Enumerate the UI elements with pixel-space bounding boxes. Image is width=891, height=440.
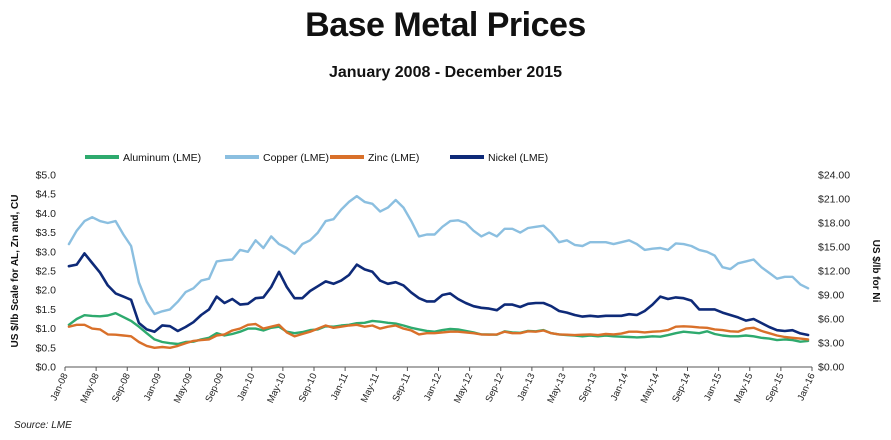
left-tick-label: $1.5 [36, 304, 57, 316]
x-tick-label: Jan-16 [795, 372, 817, 403]
left-y-axis: $0.0 $0.5 $1.0 $1.5 $2.0 $2.5 $3.0 $3.5 $4.0 $4.5… [36, 170, 57, 374]
x-tick-label: May-11 [359, 372, 382, 405]
x-tick-label: Sep-09 [203, 372, 226, 404]
x-tick-label: Jan-14 [609, 372, 631, 403]
x-tick-label: Jan-09 [142, 372, 164, 403]
source-note: Source: LME [14, 420, 72, 431]
x-tick-label: Sep-13 [577, 372, 600, 404]
legend-label: Zinc (LME) [368, 152, 419, 164]
x-tick-label: Jan-15 [702, 372, 724, 403]
right-tick-label: $9.00 [818, 290, 844, 302]
right-tick-label: $21.00 [818, 194, 850, 206]
left-tick-label: $5.0 [36, 170, 57, 182]
legend-label: Copper (LME) [263, 152, 329, 164]
x-tick-label: Jan-12 [422, 372, 444, 403]
right-tick-label: $0.00 [818, 362, 844, 374]
chart-subtitle: January 2008 - December 2015 [328, 64, 563, 81]
right-tick-label: $3.00 [818, 338, 844, 350]
x-tick-label: Sep-10 [297, 372, 320, 404]
x-tick-label: May-09 [172, 372, 195, 405]
left-tick-label: $0.0 [36, 362, 57, 374]
right-tick-label: $15.00 [818, 242, 850, 254]
x-tick-label: Jan-11 [329, 372, 351, 402]
left-tick-label: $3.5 [36, 227, 57, 239]
right-axis-label: US $/lb for Ni [870, 240, 881, 303]
left-tick-label: $4.0 [36, 208, 57, 220]
legend-label: Aluminum (LME) [123, 152, 201, 164]
right-tick-label: $24.00 [818, 170, 850, 182]
x-tick-label: May-08 [78, 372, 101, 405]
left-tick-label: $4.5 [36, 189, 57, 201]
x-tick-label: Jan-10 [235, 372, 257, 403]
x-tick-label: May-10 [265, 372, 288, 405]
right-tick-label: $18.00 [818, 218, 850, 230]
x-tick-label: Jan-13 [515, 372, 537, 403]
x-tick-label: Sep-15 [764, 372, 787, 404]
series-layer [67, 194, 810, 349]
right-tick-label: $6.00 [818, 314, 844, 326]
chart-title: Base Metal Prices [305, 6, 586, 44]
legend-label: Nickel (LME) [488, 152, 548, 164]
x-tick-label: May-14 [639, 372, 662, 405]
left-tick-label: $2.5 [36, 266, 57, 278]
right-y-axis: $0.00 $3.00 $6.00 $9.00 $12.00 $15.00 $18.00 $2… [818, 170, 850, 374]
left-tick-label: $3.0 [36, 246, 57, 258]
x-tick-label: Sep-11 [390, 372, 413, 404]
x-tick-label: Jan-08 [48, 372, 70, 403]
left-axis-label: US $/lb Scale for AL, Zn and, CU [10, 195, 21, 348]
left-tick-label: $0.5 [36, 342, 57, 354]
x-tick-label: Sep-14 [670, 372, 693, 404]
series-line-nickel [67, 252, 810, 337]
right-tick-label: $12.00 [818, 266, 850, 278]
left-tick-label: $1.0 [36, 323, 57, 335]
x-tick-label: May-15 [732, 372, 755, 405]
legend: Aluminum (LME) Copper (LME) Zinc (LME) Nick… [85, 152, 548, 164]
left-tick-label: $2.0 [36, 285, 57, 297]
series-line-zinc [67, 322, 810, 349]
x-tick-label: Sep-08 [110, 372, 133, 404]
x-axis: Jan-08 May-08 Sep-08 Jan-09 May-09 Sep-09 Jan-… [48, 366, 818, 405]
series-line-copper [67, 194, 810, 316]
x-tick-label: May-13 [545, 372, 568, 405]
x-tick-label: Sep-12 [484, 372, 507, 404]
x-tick-label: May-12 [452, 372, 475, 405]
